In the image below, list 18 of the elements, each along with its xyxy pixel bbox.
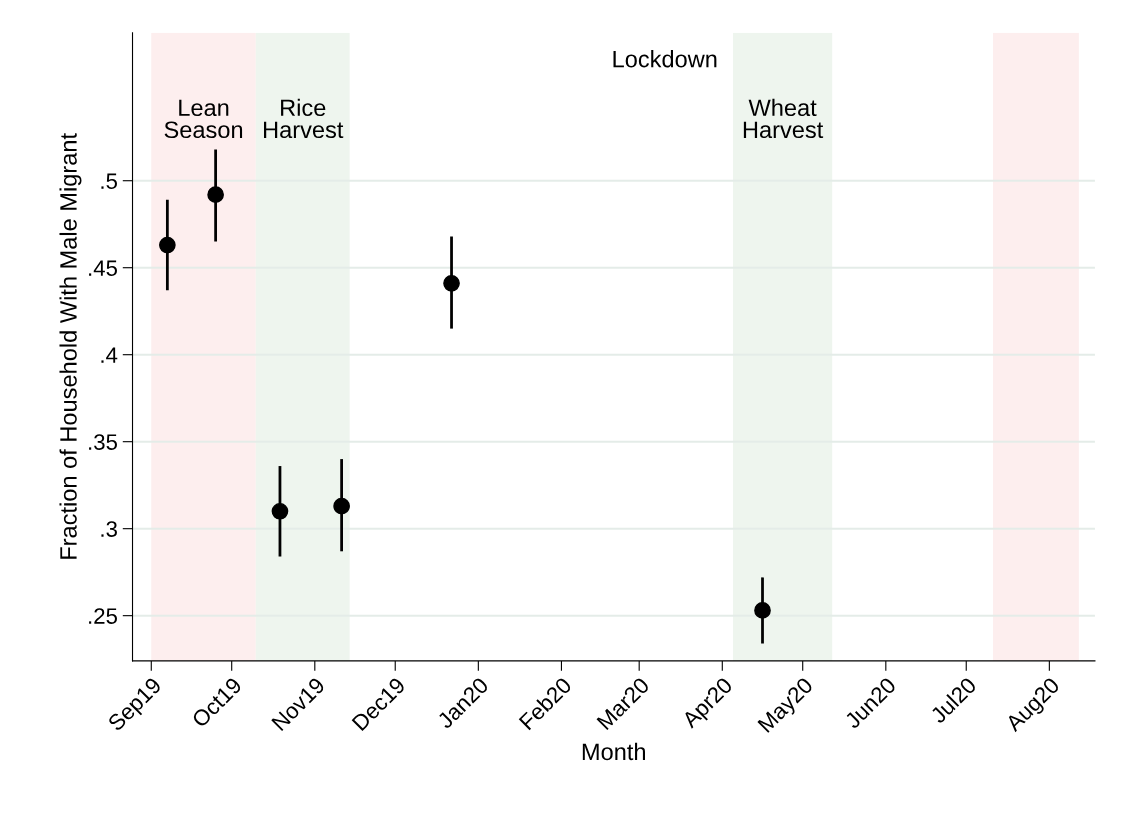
y-tick-label: .3	[101, 521, 117, 537]
point	[443, 275, 460, 292]
y-tick-label: .4	[101, 347, 118, 363]
point	[754, 602, 771, 619]
point	[333, 497, 350, 515]
band-label: Rice Harvest	[264, 98, 344, 139]
point	[159, 236, 176, 254]
y-tick-label: .25	[89, 608, 117, 624]
y-tick-label: .35	[89, 434, 117, 450]
x-axis-title: Month	[582, 742, 645, 761]
y-tick-label: .5	[101, 173, 117, 189]
band-label: Lean Season	[164, 99, 243, 139]
y-tick-label: .45	[89, 260, 117, 276]
band-label: Wheat Harvest	[743, 98, 824, 139]
point	[271, 502, 289, 520]
y-axis-title: Fraction of Household With Male Migrant	[59, 133, 82, 559]
annotation: Lockdown	[613, 50, 717, 68]
point	[207, 186, 224, 203]
